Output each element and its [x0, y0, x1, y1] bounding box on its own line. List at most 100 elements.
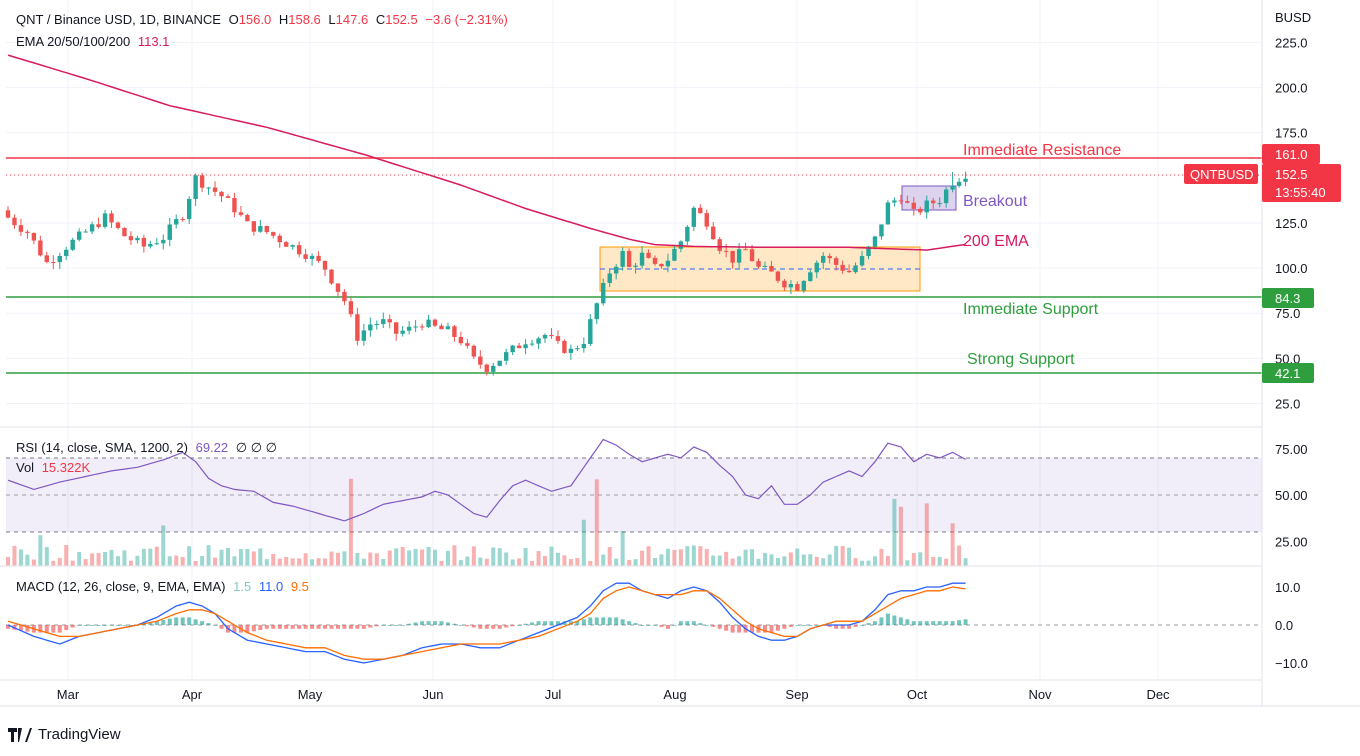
rsi-legend[interactable]: RSI (14, close, SMA, 1200, 2) 69.22 ∅ ∅ … — [16, 440, 281, 456]
volume-bar — [413, 548, 418, 566]
volume-bar — [821, 558, 826, 566]
candle-body — [31, 232, 37, 241]
volume-bar — [213, 557, 218, 566]
time-tick-label: Aug — [663, 687, 686, 702]
volume-bar — [148, 548, 153, 566]
volume-bar — [128, 560, 133, 566]
candle-body — [853, 265, 858, 273]
volume-bar — [445, 550, 450, 566]
macd-hist-bar — [685, 621, 690, 625]
macd-hist-bar — [892, 615, 897, 625]
macd-tick-label: 10.0 — [1275, 580, 1300, 595]
volume-bar — [348, 478, 353, 566]
tradingview-logo[interactable]: TradingView — [8, 726, 121, 743]
macd-hist-bar — [633, 623, 638, 625]
volume-bar — [238, 548, 243, 566]
rsi-line — [7, 438, 966, 522]
candle-body — [911, 202, 916, 209]
volume-bar — [814, 556, 819, 566]
macd-hist-bar — [219, 625, 224, 629]
time-tick-label: Dec — [1146, 687, 1170, 702]
high-key: H — [278, 12, 289, 27]
candle-body — [478, 356, 483, 365]
candle-body — [749, 249, 755, 262]
volume-bar — [316, 558, 321, 566]
volume-bar — [103, 551, 108, 566]
candle-body — [290, 245, 295, 247]
macd-tick-label: 0.0 — [1275, 618, 1293, 633]
volume-bar — [898, 506, 903, 566]
volume-bar — [83, 559, 88, 566]
candle-body — [795, 283, 800, 291]
volume-bar — [458, 560, 463, 566]
candle-body — [782, 280, 787, 288]
candle-body — [458, 336, 464, 344]
macd-hist-bar — [847, 625, 852, 629]
candle-body — [892, 200, 897, 203]
support-price-label: 84.3 — [1275, 291, 1300, 306]
ema-legend[interactable]: EMA 20/50/100/200 113.1 — [16, 34, 173, 49]
candle-body — [89, 224, 95, 232]
symbol-legend[interactable]: QNT / Binance USD, 1D, BINANCE O156.0 H1… — [16, 12, 512, 27]
candle-body — [109, 213, 114, 223]
volume-bar — [937, 556, 942, 566]
macd-hist-bar — [271, 625, 276, 629]
price-tick-label: 75.0 — [1275, 306, 1300, 321]
volume-bar — [109, 549, 114, 566]
candle-body — [400, 330, 405, 334]
macd-hist-bar — [103, 625, 108, 626]
volume-bar — [387, 550, 392, 566]
candle-body — [18, 225, 24, 232]
candle-body — [355, 314, 360, 341]
macd-legend[interactable]: MACD (12, 26, close, 9, EMA, EMA) 1.5 11… — [16, 579, 313, 594]
macd-hist-bar — [284, 625, 289, 629]
volume-bar — [504, 552, 509, 566]
macd-hist-bar — [601, 617, 606, 625]
macd-hist-bar — [523, 623, 528, 625]
strong-support-price-label: 42.1 — [1275, 366, 1300, 381]
volume-bar — [568, 559, 573, 566]
candle-body — [646, 252, 651, 258]
resistance-price-label: 161.0 — [1275, 147, 1308, 162]
macd-hist-bar — [407, 623, 412, 625]
macd-hist-bar — [264, 625, 269, 629]
annotation-breakout: Breakout — [963, 193, 1028, 210]
candle-body — [342, 291, 347, 302]
macd-hist-bar — [258, 625, 263, 631]
candle-body — [44, 255, 50, 263]
change-value: −3.6 (−2.31%) — [425, 12, 508, 27]
ema-legend-value: 113.1 — [137, 34, 170, 49]
volume-bar — [659, 554, 664, 566]
rsi-axis-ticks: 75.00 50.00 25.00 — [1275, 442, 1308, 550]
candle-body — [38, 240, 43, 256]
macd-hist-bar — [750, 625, 755, 633]
candle-body — [801, 280, 807, 291]
volume-bar — [808, 554, 813, 566]
macd-legend-label: MACD (12, 26, close, 9, EMA, EMA) — [16, 579, 226, 594]
candle-body — [83, 231, 88, 233]
candle-body — [652, 257, 658, 264]
candle-body — [672, 248, 677, 261]
open-label: O156.0 — [229, 12, 272, 27]
macd-hist-bar — [329, 625, 334, 629]
volume-bar — [251, 551, 256, 566]
volume-bar — [497, 548, 502, 566]
strong-support-price-tag — [1262, 363, 1314, 383]
volume-legend[interactable]: Vol 15.322K — [16, 460, 94, 475]
candle-body — [206, 187, 211, 189]
annotation-strong-support: Strong Support — [967, 351, 1075, 368]
volume-bar — [769, 554, 774, 566]
macd-hist-bar — [963, 619, 968, 625]
candle-body — [736, 249, 742, 263]
volume-bar — [471, 546, 476, 566]
macd-hist-bar — [698, 623, 703, 625]
axis-currency: BUSD — [1275, 10, 1311, 25]
candle-body — [924, 200, 929, 213]
macd-hist-bar — [77, 625, 82, 626]
candle-body — [575, 348, 580, 350]
candle-body — [322, 260, 328, 270]
tradingview-logo-icon — [8, 727, 32, 742]
candle-body — [931, 200, 936, 204]
macd-hist-bar — [51, 625, 56, 633]
